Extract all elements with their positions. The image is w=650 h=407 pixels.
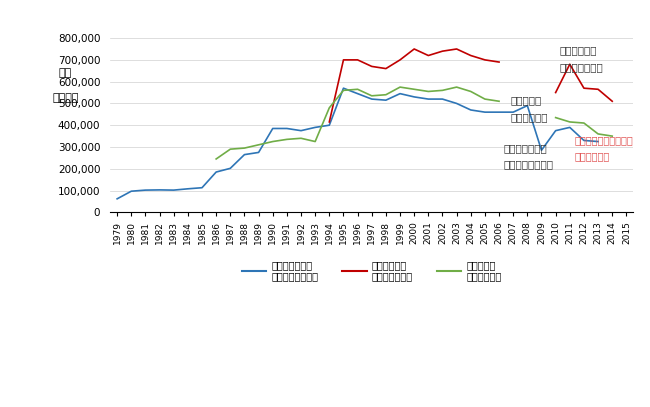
Text: 経済産業省統計: 経済産業省統計	[503, 144, 547, 153]
Text: 日本時計協会: 日本時計協会	[560, 46, 597, 55]
Legend: 経済産業省統計
ウオッチ国内生産, 日本時計協会
ウオッチ総出荷, 財務省統計
ウオッチ輸出: 経済産業省統計 ウオッチ国内生産, 日本時計協会 ウオッチ総出荷, 財務省統計 …	[238, 256, 506, 285]
Text: 財務省統計: 財務省統計	[510, 96, 541, 105]
Text: ウオッチ国内生産: ウオッチ国内生産	[503, 160, 553, 170]
Text: ウオッチとクロックの: ウオッチとクロックの	[574, 135, 632, 145]
Text: （千個）: （千個）	[53, 92, 79, 103]
Text: 数量: 数量	[59, 68, 72, 79]
Text: ウオッチ輸出: ウオッチ輸出	[510, 112, 548, 122]
Text: ウオッチ総出荷: ウオッチ総出荷	[560, 62, 604, 72]
Text: 分離集計終了: 分離集計終了	[574, 151, 609, 161]
